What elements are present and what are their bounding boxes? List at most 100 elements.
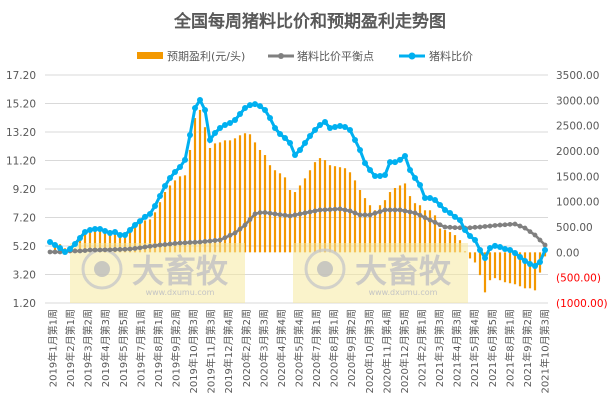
ratio-point: [312, 127, 318, 134]
ratio-point: [47, 239, 53, 246]
left-tick-label: 3.20: [13, 270, 36, 282]
breakeven-point: [52, 249, 58, 255]
profit-bar: [533, 252, 537, 291]
ratio-point: [362, 160, 368, 167]
breakeven-point: [427, 217, 433, 223]
breakeven-point: [242, 222, 248, 228]
profit-bar: [478, 252, 482, 276]
profit-bar: [158, 202, 162, 253]
profit-bar: [428, 210, 432, 253]
ratio-point: [402, 152, 408, 159]
breakeven-point: [487, 223, 493, 229]
breakeven-point: [152, 243, 158, 249]
profit-bar: [148, 219, 152, 253]
profit-bar: [383, 200, 387, 253]
breakeven-point: [347, 208, 353, 214]
breakeven-point: [237, 226, 243, 232]
ratio-point: [97, 226, 103, 233]
profit-bar: [363, 198, 367, 253]
legend-label-profit: 预期盈利(元/头): [167, 50, 245, 63]
ratio-point: [112, 229, 118, 236]
ratio-point: [257, 103, 263, 110]
breakeven-point: [442, 224, 448, 230]
breakeven-point: [477, 224, 483, 230]
breakeven-point: [327, 207, 333, 212]
breakeven-point: [307, 209, 313, 215]
breakeven-point: [77, 248, 83, 254]
ratio-point: [457, 217, 463, 224]
breakeven-point: [112, 247, 118, 252]
watermark-url: www.dxumu.com: [369, 288, 438, 297]
ratio-point: [347, 127, 353, 134]
ratio-point: [462, 227, 468, 234]
left-tick-label: 15.20: [6, 99, 36, 111]
x-tick-label: 2019年4月第3周: [99, 309, 112, 387]
ratio-point: [532, 262, 538, 269]
ratio-point: [517, 253, 523, 260]
legend-swatch-profit: [137, 52, 163, 59]
breakeven-point: [282, 212, 288, 218]
legend-label-ratio: 猪料比价: [429, 49, 473, 63]
ratio-point: [217, 125, 223, 132]
breakeven-point: [492, 223, 498, 228]
profit-bar: [253, 142, 257, 253]
x-tick-label: 2020年5月第4周: [293, 309, 306, 387]
profit-bar: [208, 147, 212, 253]
breakeven-point: [247, 217, 253, 222]
profit-bar: [183, 175, 187, 253]
profit-bar: [488, 252, 492, 281]
breakeven-point: [322, 207, 328, 213]
profit-bar: [128, 232, 132, 253]
profit-bar: [258, 149, 262, 253]
ratio-point: [427, 194, 433, 201]
x-tick-label: 2019年10月第3周: [187, 309, 200, 394]
profit-bar: [498, 252, 502, 281]
breakeven-point: [497, 222, 503, 228]
ratio-point: [472, 237, 478, 244]
ratio-point: [142, 213, 148, 220]
breakeven-point: [122, 246, 128, 252]
breakeven-point: [382, 207, 388, 213]
x-tick-label: 2021年3月第3周: [433, 309, 446, 387]
right-tick-label: 3000.00: [556, 95, 599, 107]
breakeven-point: [267, 210, 273, 216]
chart-title: 全国每周猪料比价和预期盈利走势图: [173, 11, 446, 32]
breakeven-point: [202, 239, 208, 244]
x-tick-label: 2021年8月第1周: [503, 309, 516, 387]
breakeven-point: [337, 206, 343, 212]
breakeven-point: [522, 225, 528, 231]
x-tick-label: 2019年7月第1周: [134, 309, 147, 387]
breakeven-point: [472, 224, 478, 230]
breakeven-point: [512, 221, 518, 227]
ratio-point: [57, 244, 63, 251]
profit-bar: [518, 252, 522, 287]
profit-bar: [103, 229, 107, 253]
breakeven-point: [362, 212, 368, 218]
profit-bar: [503, 252, 507, 283]
profit-bar: [113, 232, 117, 253]
breakeven-point: [402, 208, 408, 214]
right-tick-label: (500.00): [556, 273, 601, 285]
profit-bar: [483, 252, 487, 293]
profit-bar: [173, 180, 177, 253]
ratio-point: [132, 222, 138, 229]
profit-bar: [168, 185, 172, 253]
profit-bar: [523, 252, 527, 289]
profit-bar: [413, 203, 417, 253]
breakeven-point: [392, 207, 398, 213]
ratio-point: [367, 167, 373, 174]
ratio-point: [277, 130, 283, 137]
profit-bar: [353, 180, 357, 253]
breakeven-point: [87, 247, 93, 253]
ratio-point: [327, 125, 333, 132]
ratio-point: [202, 107, 208, 114]
watermark-logo-icon: [304, 248, 346, 290]
right-tick-label: 500.00: [556, 222, 593, 234]
ratio-point: [172, 169, 178, 176]
x-tick-label: 2020年9月第2周: [345, 309, 358, 387]
profit-bar: [433, 215, 437, 253]
profit-bar: [388, 192, 392, 253]
breakeven-point: [537, 237, 543, 243]
profit-bar: [468, 252, 472, 259]
